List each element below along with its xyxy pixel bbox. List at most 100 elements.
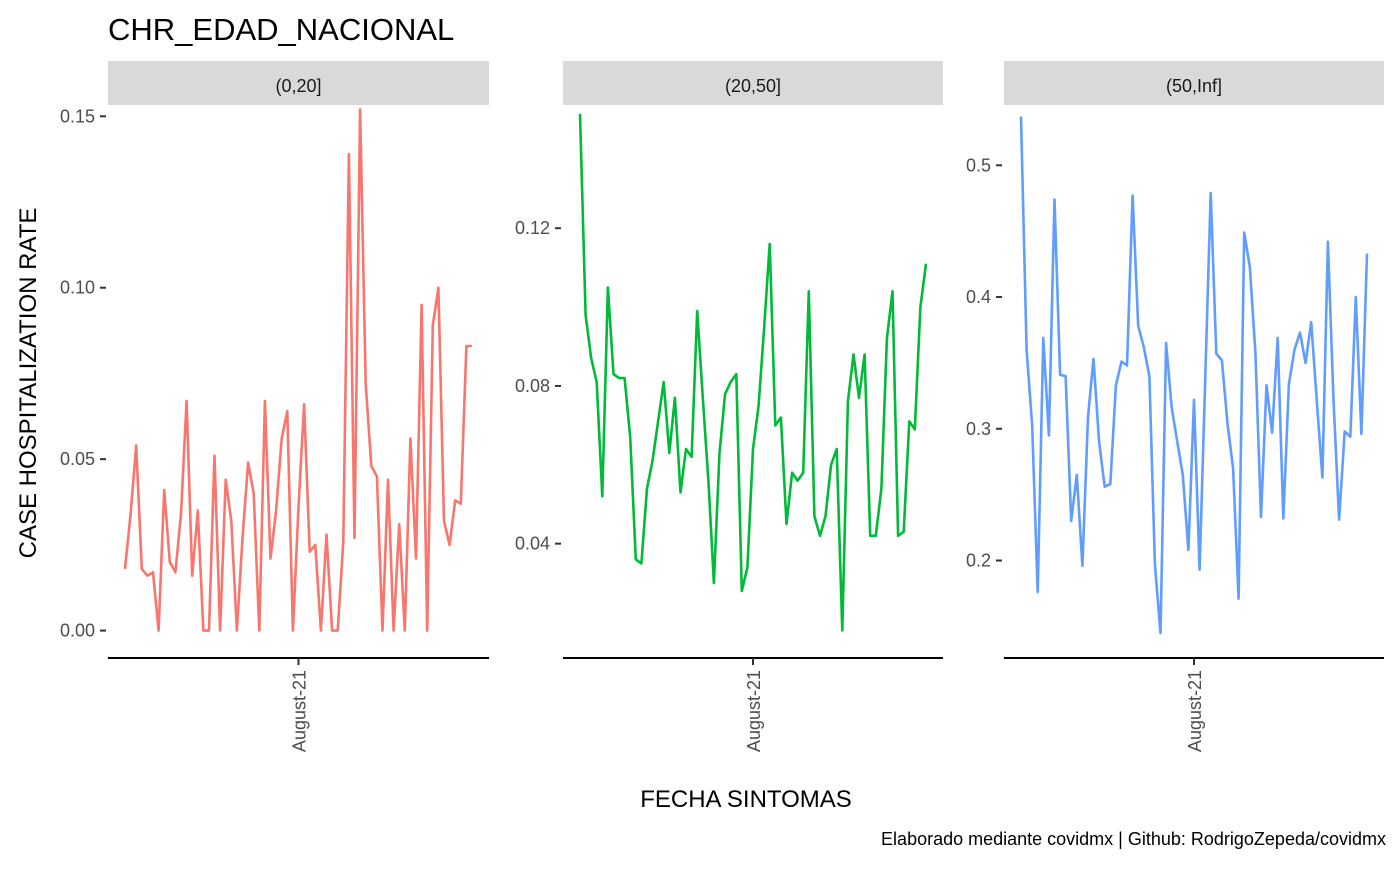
data-point <box>331 629 333 631</box>
data-point <box>1221 359 1223 361</box>
data-point <box>152 571 154 573</box>
data-point <box>1031 425 1033 427</box>
data-point <box>1148 375 1150 377</box>
data-point <box>258 629 260 631</box>
data-point <box>584 314 586 316</box>
data-point <box>863 353 865 355</box>
data-point <box>1109 483 1111 485</box>
data-point <box>1316 400 1318 402</box>
data-point <box>780 416 782 418</box>
data-point <box>420 304 422 306</box>
data-point <box>202 629 204 631</box>
data-point <box>897 535 899 537</box>
data-point <box>707 479 709 481</box>
data-point <box>253 492 255 494</box>
data-point <box>702 397 704 399</box>
y-tick-label: 0.10 <box>60 278 95 298</box>
data-point <box>674 397 676 399</box>
data-point <box>1232 467 1234 469</box>
data-point <box>685 448 687 450</box>
facet-strip <box>1004 61 1384 105</box>
data-point <box>163 489 165 491</box>
data-point <box>1321 476 1323 478</box>
data-point <box>640 562 642 564</box>
facet-panels: (0,20] 0.00 0.05 0.10 0.15 August-21 (20,50] 0.… <box>60 61 1384 752</box>
data-point <box>914 428 916 430</box>
data-point <box>646 487 648 489</box>
data-point <box>830 464 832 466</box>
data-point <box>1064 375 1066 377</box>
data-point <box>230 520 232 522</box>
series-line <box>123 108 472 632</box>
data-point <box>590 357 592 359</box>
data-point <box>1237 598 1239 600</box>
data-point <box>1154 563 1156 565</box>
data-point <box>1310 321 1312 323</box>
data-point <box>124 568 126 570</box>
data-point <box>752 448 754 450</box>
data-point <box>1360 433 1362 435</box>
data-point <box>247 461 249 463</box>
data-point <box>1165 342 1167 344</box>
data-point <box>1249 266 1251 268</box>
data-point <box>880 487 882 489</box>
data-point <box>353 537 355 539</box>
data-point <box>1204 379 1206 381</box>
data-point <box>1193 399 1195 401</box>
data-point <box>1226 422 1228 424</box>
data-point <box>1120 360 1122 362</box>
data-point <box>225 479 227 481</box>
data-point <box>612 373 614 375</box>
caption: Elaborado mediante covidmx | Github: Rod… <box>881 829 1386 849</box>
chart-title: CHR_EDAD_NACIONAL <box>108 12 454 47</box>
x-tick-label: August-21 <box>744 670 764 752</box>
data-point <box>465 345 467 347</box>
data-point <box>437 287 439 289</box>
data-point <box>1037 591 1039 593</box>
data-point <box>241 537 243 539</box>
data-point <box>1282 517 1284 519</box>
data-point <box>236 629 238 631</box>
data-point <box>169 561 171 563</box>
data-point <box>1277 337 1279 339</box>
data-point <box>718 452 720 454</box>
data-point <box>690 456 692 458</box>
data-point <box>802 472 804 474</box>
data-point <box>618 377 620 379</box>
data-point <box>1271 432 1273 434</box>
facet-panel-2: (20,50] 0.04 0.08 0.12 August-21 <box>515 61 943 752</box>
y-tick-label: 0.3 <box>966 419 991 439</box>
data-point <box>1020 115 1022 117</box>
series-line <box>1019 116 1369 635</box>
data-point <box>623 377 625 379</box>
data-point <box>426 629 428 631</box>
facet-panel-3: (50,Inf] 0.2 0.3 0.4 0.5 August-21 <box>966 61 1384 752</box>
data-point <box>1159 632 1161 634</box>
data-point <box>579 113 581 115</box>
data-point <box>409 437 411 439</box>
facet-strip <box>108 61 489 105</box>
data-point <box>1349 436 1351 438</box>
data-point <box>769 243 771 245</box>
data-point <box>1210 192 1212 194</box>
data-point <box>286 410 288 412</box>
data-point <box>1171 407 1173 409</box>
data-point <box>197 509 199 511</box>
data-point <box>376 475 378 477</box>
data-point <box>730 381 732 383</box>
y-tick-label: 0.04 <box>515 534 550 554</box>
data-point <box>858 397 860 399</box>
data-point <box>1042 337 1044 339</box>
data-point <box>398 523 400 525</box>
data-point <box>1299 331 1301 333</box>
data-point <box>348 153 350 155</box>
data-point <box>1332 399 1334 401</box>
data-point <box>1366 252 1368 254</box>
data-point <box>746 566 748 568</box>
data-point <box>275 509 277 511</box>
data-point <box>309 551 311 553</box>
data-point <box>135 444 137 446</box>
data-point <box>679 491 681 493</box>
data-point <box>1243 231 1245 233</box>
facet-strip <box>563 61 943 105</box>
